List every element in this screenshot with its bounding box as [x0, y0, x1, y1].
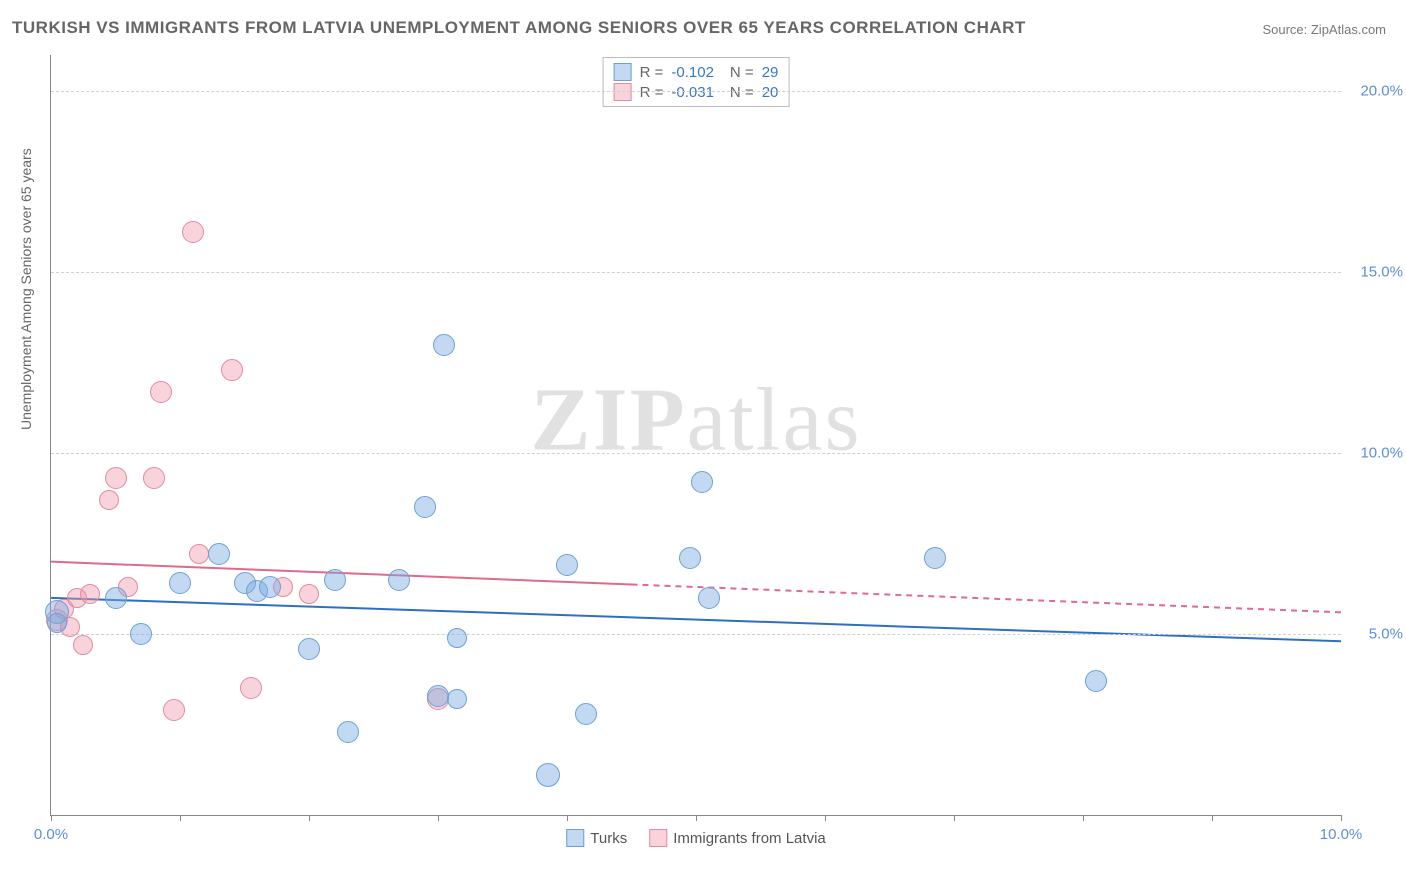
scatter-point-latvia — [182, 221, 204, 243]
scatter-point-turks — [414, 496, 436, 518]
gridline — [51, 91, 1341, 92]
x-tick — [1212, 815, 1213, 821]
scatter-point-turks — [447, 628, 467, 648]
stats-label: R = — [640, 64, 664, 81]
legend-swatch-turks — [566, 829, 584, 847]
scatter-point-turks — [691, 471, 713, 493]
x-tick — [696, 815, 697, 821]
scatter-point-turks — [169, 572, 191, 594]
x-tick — [180, 815, 181, 821]
scatter-point-turks — [698, 587, 720, 609]
gridline — [51, 272, 1341, 273]
scatter-point-turks — [259, 576, 281, 598]
scatter-point-turks — [433, 334, 455, 356]
x-tick — [438, 815, 439, 821]
gridline — [51, 453, 1341, 454]
stats-n-value: 29 — [762, 64, 779, 81]
scatter-point-turks — [427, 685, 449, 707]
scatter-point-latvia — [221, 359, 243, 381]
watermark: ZIPatlas — [531, 368, 862, 471]
x-tick-label: 10.0% — [1320, 826, 1363, 843]
scatter-point-turks — [924, 547, 946, 569]
stats-label: N = — [730, 64, 754, 81]
scatter-point-latvia — [143, 467, 165, 489]
scatter-point-turks — [575, 703, 597, 725]
stats-swatch — [614, 63, 632, 81]
scatter-point-turks — [447, 689, 467, 709]
x-tick-label: 0.0% — [34, 826, 68, 843]
y-axis-label: Unemployment Among Seniors over 65 years — [18, 148, 34, 430]
scatter-point-latvia — [189, 544, 209, 564]
stats-legend-box: R =-0.102N =29R =-0.031N =20 — [603, 57, 790, 107]
scatter-point-latvia — [163, 699, 185, 721]
x-tick — [1341, 815, 1342, 821]
stats-row: R = -0.102 N = 29 — [614, 62, 779, 82]
x-tick — [567, 815, 568, 821]
chart-source: Source: ZipAtlas.com — [1262, 22, 1386, 37]
x-tick — [51, 815, 52, 821]
legend-item-turks: Turks — [566, 829, 627, 847]
scatter-point-latvia — [299, 584, 319, 604]
y-tick-label: 5.0% — [1369, 626, 1403, 643]
scatter-point-latvia — [80, 584, 100, 604]
scatter-point-turks — [298, 638, 320, 660]
scatter-point-turks — [47, 613, 67, 633]
scatter-point-turks — [105, 587, 127, 609]
scatter-point-turks — [536, 763, 560, 787]
scatter-point-latvia — [105, 467, 127, 489]
gridline — [51, 634, 1341, 635]
x-tick — [954, 815, 955, 821]
legend-swatch-latvia — [649, 829, 667, 847]
trend-lines — [51, 55, 1341, 815]
legend-label-latvia: Immigrants from Latvia — [673, 830, 826, 847]
scatter-point-turks — [324, 569, 346, 591]
plot-area: ZIPatlas R =-0.102N =29R =-0.031N =20 Tu… — [50, 55, 1341, 816]
scatter-point-turks — [679, 547, 701, 569]
scatter-point-latvia — [73, 635, 93, 655]
stats-r-value: -0.102 — [671, 64, 714, 81]
scatter-point-turks — [556, 554, 578, 576]
scatter-point-latvia — [150, 381, 172, 403]
scatter-point-latvia — [99, 490, 119, 510]
x-tick — [309, 815, 310, 821]
y-tick-label: 15.0% — [1360, 264, 1403, 281]
x-tick — [825, 815, 826, 821]
y-tick-label: 20.0% — [1360, 83, 1403, 100]
x-tick — [1083, 815, 1084, 821]
scatter-point-turks — [1085, 670, 1107, 692]
scatter-point-turks — [337, 721, 359, 743]
scatter-point-latvia — [240, 677, 262, 699]
legend-label-turks: Turks — [590, 830, 627, 847]
scatter-point-turks — [388, 569, 410, 591]
series-legend: Turks Immigrants from Latvia — [566, 829, 826, 847]
y-tick-label: 10.0% — [1360, 445, 1403, 462]
scatter-point-turks — [208, 543, 230, 565]
scatter-point-turks — [130, 623, 152, 645]
chart-title: TURKISH VS IMMIGRANTS FROM LATVIA UNEMPL… — [12, 18, 1026, 38]
legend-item-latvia: Immigrants from Latvia — [649, 829, 826, 847]
